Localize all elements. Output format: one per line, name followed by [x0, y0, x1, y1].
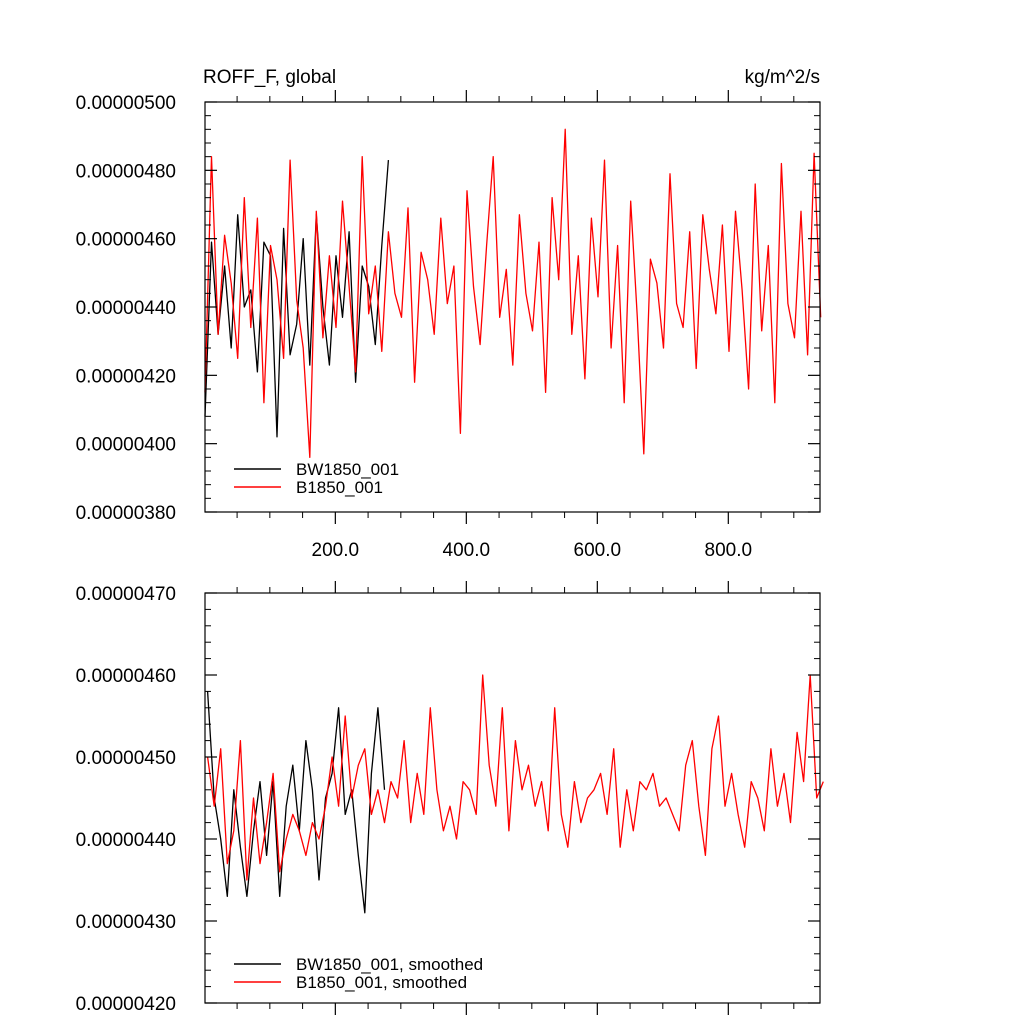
top-panel-units: kg/m^2/s — [745, 67, 820, 88]
bottom-panel: 0.00000420 0.00000430 0.00000440 0.00000450… — [76, 581, 824, 1015]
bottom-panel-series-group — [206, 674, 824, 914]
top-y-tick-label: 0.00000480 — [76, 161, 176, 182]
top-y-tick-label: 0.00000440 — [76, 298, 176, 319]
top-panel-axes: 0.00000380 0.00000400 0.00000420 0.00000440… — [76, 90, 821, 561]
top-y-tick-label: 0.00000400 — [76, 435, 176, 456]
bot-y-tick-label: 0.00000440 — [76, 830, 176, 851]
top-series-line-1 — [204, 128, 822, 458]
top-legend-label-1: B1850_001 — [296, 478, 383, 497]
top-x-tick-label: 200.0 — [312, 540, 360, 561]
top-series-line-0 — [204, 160, 390, 438]
bot-legend-label-0: BW1850_001, smoothed — [296, 955, 483, 974]
top-y-tick-label: 0.00000420 — [76, 366, 176, 387]
bot-y-tick-label: 0.00000450 — [76, 748, 176, 769]
top-x-tick-label: 800.0 — [705, 540, 753, 561]
top-legend-label-0: BW1850_001 — [296, 460, 399, 479]
top-panel: ROFF_F, global kg/m^2/s 0.000003800.0000… — [76, 67, 822, 561]
top-x-tick-label: 400.0 — [443, 540, 491, 561]
top-y-tick-label: 0.00000500 — [76, 93, 176, 114]
top-x-tick-label: 600.0 — [574, 540, 622, 561]
bot-series-line-0 — [206, 691, 386, 914]
bot-series-line-1 — [206, 674, 824, 881]
bottom-panel-axes: 0.00000420 0.00000430 0.00000440 0.00000450… — [76, 581, 821, 1015]
bot-legend-label-1: B1850_001, smoothed — [296, 973, 467, 992]
bot-y-tick-label: 0.00000420 — [76, 994, 176, 1015]
top-panel-title: ROFF_F, global — [203, 67, 336, 88]
bot-y-tick-label: 0.00000460 — [76, 666, 176, 687]
bot-y-tick-label: 0.00000430 — [76, 912, 176, 933]
bot-y-tick-label: 0.00000470 — [76, 584, 176, 605]
bot-plot-frame — [204, 592, 821, 1004]
top-panel-series-group — [204, 128, 822, 458]
top-y-tick-label: 0.00000460 — [76, 230, 176, 251]
top-y-tick-label: 0.00000380 — [76, 503, 176, 524]
